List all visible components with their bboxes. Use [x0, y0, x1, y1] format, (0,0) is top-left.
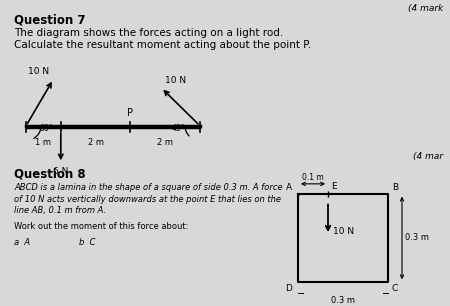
Text: ABCD is a lamina in the shape of a square of side 0.3 m. A force: ABCD is a lamina in the shape of a squar…: [14, 183, 283, 192]
Text: D: D: [285, 284, 292, 293]
Text: 1 m: 1 m: [36, 138, 51, 147]
Text: 60°: 60°: [40, 124, 54, 133]
Text: 45°: 45°: [172, 124, 185, 133]
Text: 6 N: 6 N: [53, 167, 68, 176]
Text: 0.3 m: 0.3 m: [331, 296, 355, 305]
Text: 10 N: 10 N: [28, 67, 50, 76]
Text: 10 N: 10 N: [333, 226, 354, 236]
Text: C: C: [392, 284, 398, 293]
Text: Question 7: Question 7: [14, 14, 86, 27]
Text: line AB, 0.1 m from A.: line AB, 0.1 m from A.: [14, 207, 106, 215]
Text: Calculate the resultant moment acting about the point P.: Calculate the resultant moment acting ab…: [14, 40, 311, 50]
Text: a  A: a A: [14, 238, 30, 247]
Text: (4 mar: (4 mar: [413, 152, 443, 161]
Text: The diagram shows the forces acting on a light rod.: The diagram shows the forces acting on a…: [14, 28, 283, 38]
Text: E: E: [331, 182, 337, 191]
Text: B: B: [392, 183, 398, 192]
Text: b  C: b C: [79, 238, 95, 247]
Text: (4 mark: (4 mark: [408, 4, 443, 13]
Text: Work out the moment of this force about:: Work out the moment of this force about:: [14, 222, 189, 231]
Text: 2 m: 2 m: [88, 138, 104, 147]
Text: 0.1 m: 0.1 m: [302, 173, 324, 182]
Text: 10 N: 10 N: [165, 76, 186, 85]
Text: of 10 N acts vertically downwards at the point E that lies on the: of 10 N acts vertically downwards at the…: [14, 195, 281, 204]
Text: 0.3 m: 0.3 m: [405, 233, 429, 242]
Text: Question 8: Question 8: [14, 167, 86, 180]
Text: 2 m: 2 m: [157, 138, 173, 147]
Text: A: A: [286, 183, 292, 192]
Text: P: P: [127, 108, 133, 118]
